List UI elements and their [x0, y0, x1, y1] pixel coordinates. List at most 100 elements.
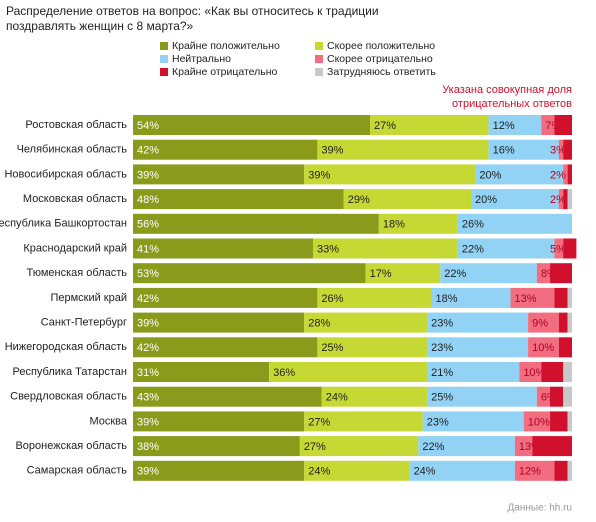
bar-segment — [550, 263, 572, 284]
category-label: Новосибирская область — [4, 168, 127, 180]
bar-segment — [563, 189, 568, 210]
category-label: Челябинская область — [17, 144, 128, 156]
legend-label: Скорее положительно — [327, 40, 435, 52]
value-label: 33% — [317, 243, 339, 255]
category-label: Москва — [89, 415, 127, 427]
bar-segment — [488, 115, 542, 135]
category-label: Республика Башкортостан — [0, 218, 127, 230]
value-label: 20% — [479, 169, 501, 181]
bar-segment — [133, 436, 300, 457]
bar-segment — [563, 386, 572, 407]
value-label: 28% — [308, 318, 330, 330]
bar-segment — [317, 337, 428, 358]
value-label: 39% — [137, 466, 159, 478]
legend-label: Нейтрально — [172, 53, 231, 65]
value-label: 23% — [427, 416, 449, 428]
negative-total-label: 12% — [519, 466, 541, 478]
category-label: Санкт-Петербург — [41, 317, 127, 329]
value-label: 27% — [374, 120, 396, 132]
bar-segment — [370, 115, 489, 135]
bar-segment — [550, 386, 564, 407]
negative-total-label: 10% — [523, 367, 545, 379]
bar-segment — [409, 460, 515, 481]
bar-segment — [532, 436, 572, 457]
value-label: 24% — [308, 466, 330, 478]
bar-segment — [365, 263, 441, 284]
value-label: 42% — [137, 342, 159, 354]
bar-segment — [563, 139, 572, 160]
value-label: 21% — [431, 367, 453, 379]
legend-label: Скорее отрицательно — [327, 53, 433, 65]
value-label: 38% — [137, 441, 159, 453]
value-label: 25% — [431, 392, 453, 404]
bar-segment — [427, 337, 529, 358]
value-label: 24% — [326, 392, 348, 404]
annotation: отрицательных ответов — [452, 98, 572, 110]
legend-label: Крайне положительно — [172, 40, 280, 52]
value-label: 54% — [137, 120, 159, 132]
category-label: Московская область — [23, 193, 127, 205]
bar-segment — [510, 287, 555, 308]
value-label: 39% — [321, 145, 343, 157]
value-label: 23% — [431, 318, 453, 330]
bar-segment — [133, 115, 371, 135]
bar-segment — [536, 386, 551, 407]
category-label: Воронежская область — [15, 440, 127, 452]
bar-segment — [427, 312, 529, 333]
bar-segment — [133, 362, 270, 382]
negative-total-label: 2% — [550, 194, 566, 206]
bar-segment — [133, 164, 305, 185]
annotation: Указана совокупная доля — [442, 84, 572, 96]
bar-segment — [554, 115, 572, 135]
value-label: 22% — [462, 243, 484, 255]
bar-segment — [541, 362, 564, 382]
value-label: 36% — [273, 367, 295, 379]
bar-segment — [133, 411, 305, 432]
negative-total-label: 9% — [532, 318, 548, 330]
bar-segment — [440, 263, 537, 284]
value-label: 43% — [137, 392, 159, 404]
bar-segment — [523, 411, 551, 432]
bar-segment — [488, 139, 559, 160]
bar-segment — [475, 164, 564, 185]
value-label: 48% — [137, 194, 159, 206]
bar-segment — [558, 139, 564, 160]
value-label: 18% — [383, 219, 405, 231]
value-label: 23% — [431, 342, 453, 354]
bar-segment — [514, 460, 555, 481]
legend-label: Крайне отрицательно — [172, 66, 278, 78]
value-label: 39% — [137, 416, 159, 428]
value-label: 27% — [304, 441, 326, 453]
negative-total-label: 10% — [532, 342, 554, 354]
bar-segment — [378, 213, 458, 234]
value-label: 31% — [137, 367, 159, 379]
category-label: Краснодарский край — [23, 242, 127, 254]
value-label: 42% — [137, 145, 159, 157]
value-label: 22% — [422, 441, 444, 453]
bar-segment — [563, 362, 572, 382]
bar-segment — [321, 386, 428, 407]
bar-segment — [133, 189, 344, 210]
bar-segment — [567, 411, 572, 432]
negative-total-label: 10% — [528, 416, 550, 428]
category-label: Республика Татарстан — [12, 366, 127, 378]
bar-segment — [554, 287, 568, 308]
bar-segment — [133, 139, 318, 160]
value-label: 39% — [308, 169, 330, 181]
value-label: 12% — [493, 120, 515, 132]
bar-segment — [567, 312, 572, 333]
value-label: 29% — [348, 194, 370, 206]
bar-segment — [133, 213, 379, 234]
legend-label: Затрудняюсь ответить — [327, 66, 436, 78]
bar-segment — [558, 189, 564, 210]
bar-segment — [541, 115, 555, 135]
bar-segment — [422, 411, 524, 432]
bar-segment — [558, 312, 568, 333]
negative-total-label: 2% — [550, 169, 566, 181]
category-label: Пермский край — [50, 292, 127, 304]
bar-segment — [563, 164, 568, 185]
chart-title: Распределение ответов на вопрос: «Как вы… — [6, 4, 379, 33]
value-label: 39% — [137, 318, 159, 330]
